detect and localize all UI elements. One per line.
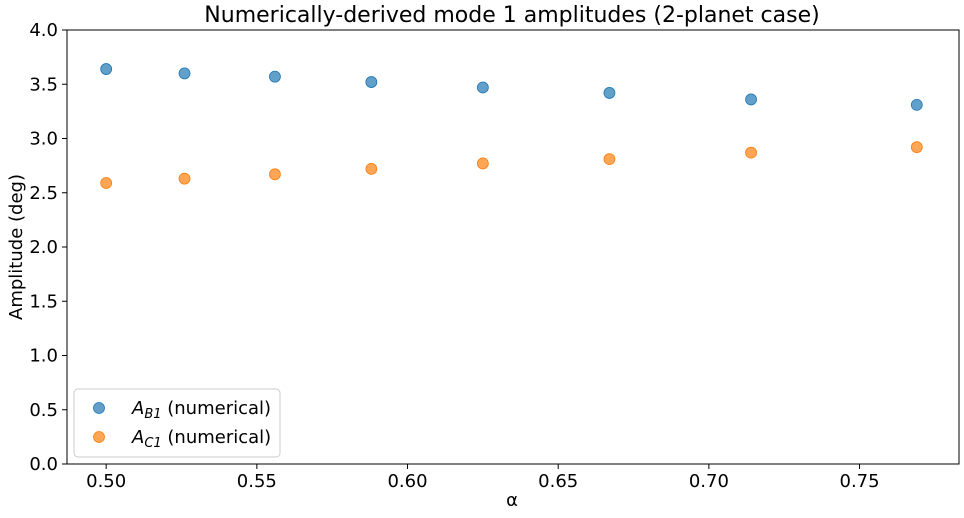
y-tick-label: 3.5 bbox=[29, 74, 58, 95]
legend-text: (numerical) bbox=[162, 398, 272, 419]
legend-symbol: A bbox=[131, 427, 144, 448]
data-point bbox=[603, 87, 616, 99]
x-axis-label: α bbox=[506, 490, 518, 511]
x-tick-label: 0.65 bbox=[538, 471, 578, 492]
x-tick-label: 0.55 bbox=[237, 471, 277, 492]
data-point bbox=[269, 168, 281, 181]
y-tick-label: 0.0 bbox=[29, 454, 58, 475]
data-point bbox=[269, 70, 281, 83]
y-tick-label: 1.5 bbox=[29, 291, 58, 312]
x-tick-label: 0.60 bbox=[387, 471, 427, 492]
legend-label: AC1 (numerical) bbox=[131, 427, 271, 451]
data-point bbox=[910, 98, 923, 111]
data-point bbox=[365, 162, 378, 175]
y-tick-label: 2.0 bbox=[29, 237, 58, 258]
legend-label: AB1 (numerical) bbox=[131, 398, 271, 422]
legend-symbol: A bbox=[131, 398, 144, 419]
series-2 bbox=[100, 141, 923, 189]
data-point bbox=[910, 141, 923, 154]
legend-marker bbox=[93, 402, 105, 414]
y-tick-label: 3.0 bbox=[29, 129, 58, 150]
y-tick-label: 1.0 bbox=[29, 346, 58, 367]
plot-area: 0.0 0.5 1.0 1.5 2.0 2.5 3.0 3.5 4.0 0.50 0.55 0.60… bbox=[29, 20, 960, 492]
y-axis-label: Amplitude (deg) bbox=[6, 174, 27, 320]
chart-title: Numerically-derived mode 1 amplitudes (2… bbox=[204, 3, 819, 28]
data-point bbox=[100, 177, 113, 189]
legend-subscript: B1 bbox=[144, 407, 161, 422]
y-tick-label: 2.5 bbox=[29, 183, 58, 204]
x-tick-label: 0.75 bbox=[840, 471, 880, 492]
legend-text: (numerical) bbox=[162, 427, 272, 448]
x-axis: 0.50 0.55 0.60 0.65 0.70 0.75 bbox=[86, 464, 880, 492]
legend-frame bbox=[73, 388, 281, 458]
y-tick-label: 0.5 bbox=[29, 400, 58, 421]
x-tick-label: 0.70 bbox=[689, 471, 729, 492]
y-tick-label: 4.0 bbox=[29, 20, 58, 41]
legend: AB1 (numerical)AC1 (numerical) bbox=[73, 388, 281, 458]
data-point bbox=[178, 67, 191, 80]
data-point bbox=[476, 157, 489, 170]
data-point bbox=[178, 172, 191, 185]
data-point bbox=[476, 81, 489, 94]
data-point bbox=[365, 76, 378, 88]
series-1 bbox=[100, 63, 923, 111]
legend-marker bbox=[93, 431, 105, 443]
x-tick-label: 0.50 bbox=[86, 471, 126, 492]
data-point bbox=[745, 146, 757, 159]
data-point bbox=[603, 153, 616, 166]
data-point bbox=[745, 93, 757, 106]
data-point bbox=[100, 63, 113, 75]
legend-subscript: C1 bbox=[144, 436, 161, 451]
data-points bbox=[100, 63, 923, 189]
y-axis: 0.0 0.5 1.0 1.5 2.0 2.5 3.0 3.5 4.0 bbox=[29, 20, 67, 475]
